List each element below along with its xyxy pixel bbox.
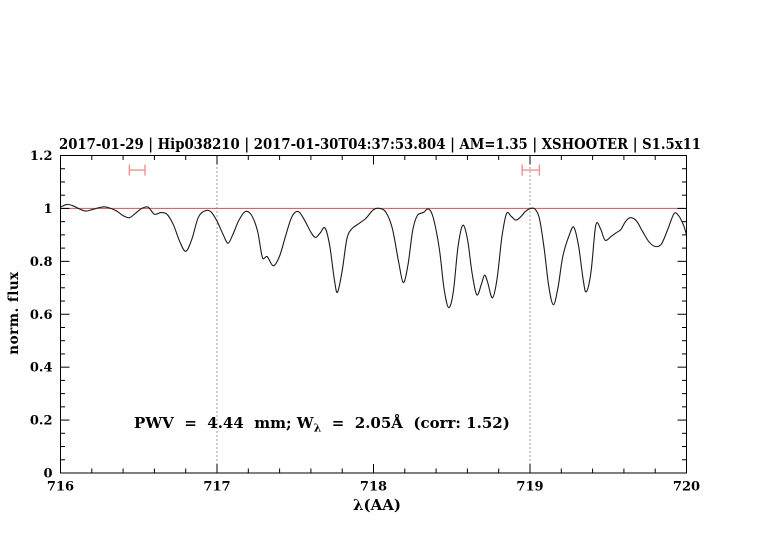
x-tick-label: 719 — [516, 480, 543, 495]
data-layer: PWV = 4.44 mm; Wλ = 2.05Å (corr: 1.52) — [60, 164, 688, 435]
y-tick-label: 0.4 — [30, 361, 53, 376]
x-axis-label: λ(AA) — [353, 496, 401, 514]
lambda-subscript: λ — [314, 422, 322, 435]
plot-title: 2017-01-29 | Hip038210 | 2017-01-30T04:3… — [59, 135, 701, 153]
pwv-annotation-text: PWV = 4.44 mm; W — [134, 414, 315, 432]
y-tick-label: 0.6 — [30, 308, 53, 323]
band-marker — [521, 164, 541, 176]
y-axis-label: norm. flux — [6, 271, 22, 355]
x-tick-label: 717 — [203, 480, 230, 495]
y-tick-label: 0.2 — [30, 414, 53, 429]
y-tick-label: 0 — [43, 467, 52, 482]
band-marker — [128, 164, 146, 176]
x-tick-label: 720 — [673, 480, 700, 495]
y-tick-label: 1 — [43, 202, 52, 217]
y-tick-label: 0.8 — [30, 255, 53, 270]
pwv-annotation-text: = 2.05Å (corr: 1.52) — [321, 414, 510, 432]
x-tick-label: 718 — [360, 480, 387, 495]
x-tick-label: 716 — [47, 480, 74, 495]
tick-labels-layer: 716 717 718 719 720 0 0.2 0.4 0.6 0.8 1 1.2 — [30, 149, 700, 495]
spectrum-line — [60, 203, 688, 309]
axes-frame-layer — [60, 155, 687, 474]
pwv-annotation: PWV = 4.44 mm; Wλ = 2.05Å (corr: 1.52) — [134, 414, 510, 435]
y-tick-label: 1.2 — [30, 149, 53, 164]
